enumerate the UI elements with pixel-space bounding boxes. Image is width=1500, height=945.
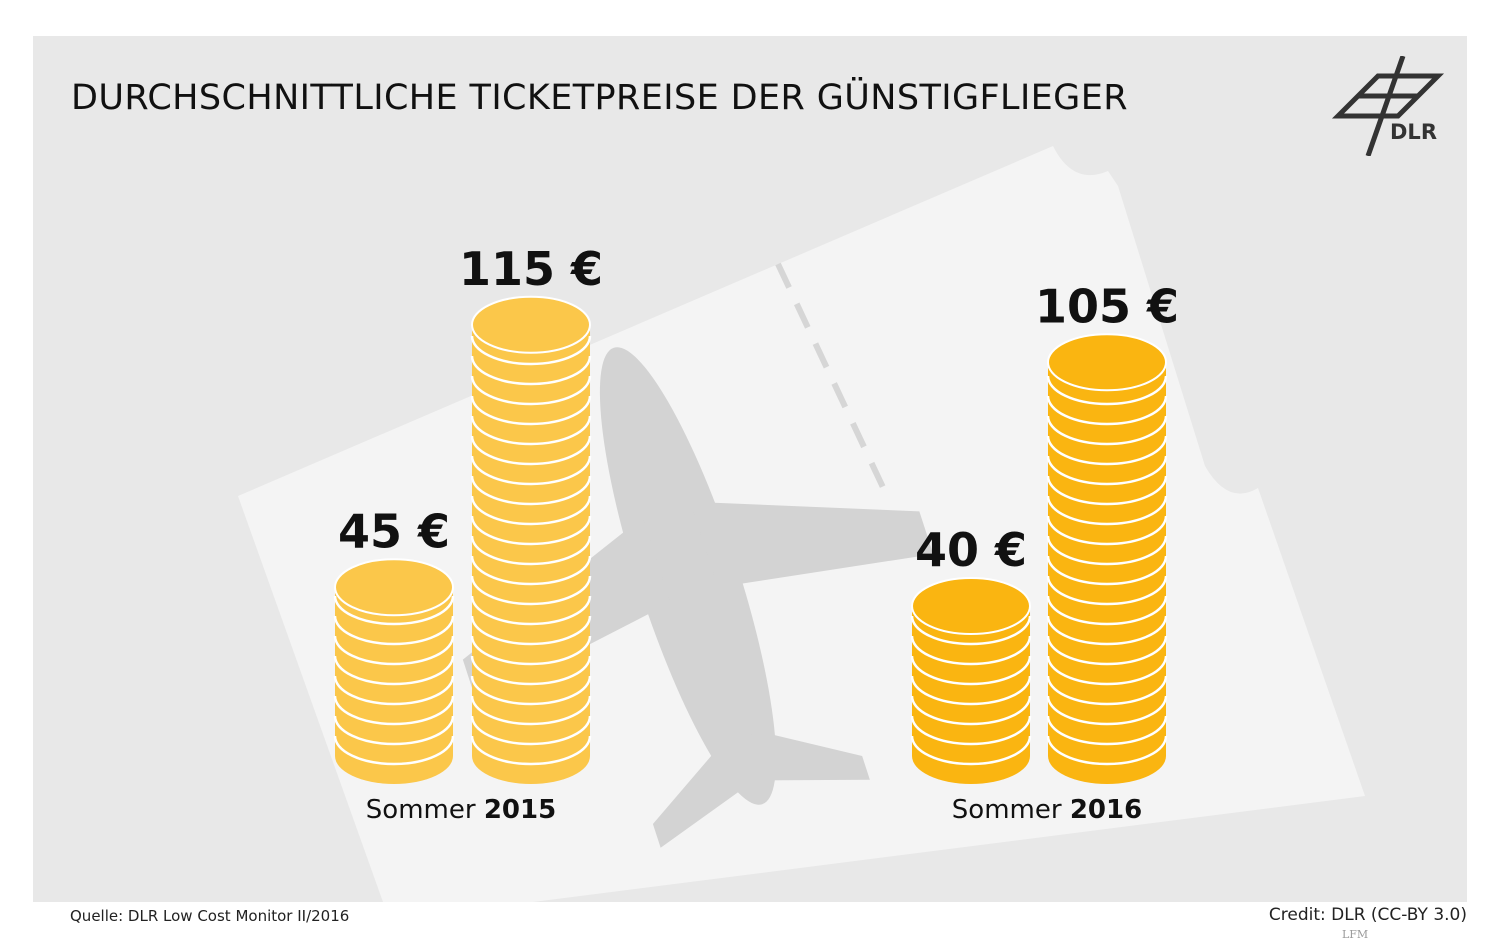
coin-rim xyxy=(333,675,455,706)
coin-rim xyxy=(1046,415,1168,446)
coin-rim xyxy=(470,375,592,406)
airplane-right-wing xyxy=(690,501,934,588)
coin-rim xyxy=(470,455,592,486)
coin-stacks: 45 € 115 € Sommer 2015 40 € 105 € Sommer 2016 xyxy=(333,242,1179,825)
coin-rim xyxy=(1046,715,1168,746)
coin-rim xyxy=(333,735,455,766)
coin-rim xyxy=(1046,695,1168,726)
coin-rim xyxy=(333,655,455,686)
coin-rim xyxy=(1046,555,1168,586)
coin-rim xyxy=(470,395,592,426)
coin-rim xyxy=(470,415,592,446)
coin-rim xyxy=(470,715,592,746)
logo-text: DLR xyxy=(1390,120,1437,144)
chart-canvas: 45 € 115 € Sommer 2015 40 € 105 € Sommer 2016 xyxy=(238,146,1365,902)
coin-rim xyxy=(470,335,592,366)
coin-rim xyxy=(910,715,1032,746)
coin-rim xyxy=(1046,435,1168,466)
coin-rim xyxy=(910,615,1032,646)
coin-stack-base xyxy=(472,728,590,784)
coin-rim xyxy=(470,555,592,586)
coin-stack: 115 € xyxy=(459,242,603,784)
coin-rim xyxy=(910,735,1032,766)
coin-rim xyxy=(1046,395,1168,426)
coin-top xyxy=(471,295,591,354)
airplane-fuselage xyxy=(599,347,777,805)
coin-rim xyxy=(333,595,455,626)
coin-rim xyxy=(1046,735,1168,766)
coin-rim xyxy=(1046,675,1168,706)
coin-rim xyxy=(333,635,455,666)
coin-rim xyxy=(1046,535,1168,566)
coin-rim xyxy=(1046,595,1168,626)
coin-rim xyxy=(1046,495,1168,526)
credit-note: Credit: DLR (CC-BY 3.0) xyxy=(1268,905,1467,925)
coin-rim xyxy=(1046,515,1168,546)
coin-rim xyxy=(333,695,455,726)
coin-rim xyxy=(1046,375,1168,406)
coin-rim xyxy=(910,675,1032,706)
coin-rim xyxy=(1046,615,1168,646)
value-label: 45 € xyxy=(338,504,450,558)
coin-rim xyxy=(910,695,1032,726)
coin-rim xyxy=(470,695,592,726)
coin-stack: 45 € xyxy=(333,504,455,784)
coin-rim xyxy=(1046,655,1168,686)
coin-rim xyxy=(470,675,592,706)
coin-rim xyxy=(1046,635,1168,666)
coin-rim xyxy=(470,495,592,526)
coin-rim xyxy=(470,655,592,686)
dlr-logo-icon xyxy=(1331,56,1445,156)
coin-rim xyxy=(470,615,592,646)
chart-panel: 45 € 115 € Sommer 2015 40 € 105 € Sommer 2016… xyxy=(33,36,1467,902)
coin-stack-base xyxy=(1048,728,1166,784)
coin-rim xyxy=(470,515,592,546)
page-title: DURCHSCHNITTLICHE TICKETPREISE DER GÜNST… xyxy=(71,78,1128,118)
coin-rim xyxy=(333,715,455,746)
coin-rim xyxy=(470,735,592,766)
coin-rim xyxy=(910,635,1032,666)
coin-stack: 40 € xyxy=(910,523,1032,784)
coin-rim xyxy=(470,435,592,466)
value-label: 105 € xyxy=(1035,279,1179,333)
coin-stack-body xyxy=(472,324,590,756)
coin-rim xyxy=(910,655,1032,686)
coin-rim xyxy=(470,355,592,386)
coin-stack-body xyxy=(1048,362,1166,756)
coin-rim xyxy=(333,615,455,646)
coin-rim xyxy=(1046,455,1168,486)
value-label: 40 € xyxy=(915,523,1027,577)
coin-top xyxy=(334,558,454,617)
coin-rim xyxy=(470,635,592,666)
coin-rim xyxy=(470,575,592,606)
coin-stack: 105 € xyxy=(1035,279,1179,784)
value-label: 115 € xyxy=(459,242,603,296)
coin-top xyxy=(1047,333,1167,392)
source-note: Quelle: DLR Low Cost Monitor II/2016 xyxy=(70,907,350,925)
coin-rim xyxy=(1046,575,1168,606)
coin-rim xyxy=(470,535,592,566)
coin-rim xyxy=(1046,475,1168,506)
category-label: Sommer 2016 xyxy=(952,795,1142,825)
coin-rim xyxy=(470,475,592,506)
category-label: Sommer 2015 xyxy=(366,795,556,825)
coin-top xyxy=(911,577,1031,635)
coin-stack-base xyxy=(912,728,1030,784)
coin-stack-base xyxy=(335,728,453,784)
coin-rim xyxy=(470,595,592,626)
watermark: LFM xyxy=(1342,928,1369,941)
airplane-tail xyxy=(652,731,870,848)
